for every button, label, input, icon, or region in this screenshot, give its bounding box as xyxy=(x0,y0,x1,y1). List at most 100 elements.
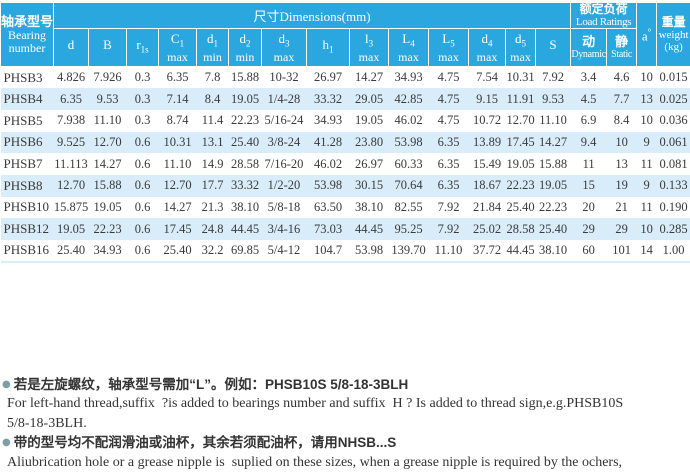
value-cell: 0.3 xyxy=(134,91,151,106)
weight-label-en: weight xyxy=(658,29,689,41)
value-cell: 15.88 xyxy=(538,156,568,171)
value-cell: 0.061 xyxy=(659,134,688,149)
value-cell: 7.7 xyxy=(613,91,630,106)
value-cell: 5/4-12 xyxy=(267,242,301,257)
value-cell: 13.89 xyxy=(472,134,502,149)
value-cell: 26.97 xyxy=(354,156,384,171)
bullet-icon: ● xyxy=(2,437,11,449)
value-cell: 12.70 xyxy=(56,178,86,193)
value-cell: 29.05 xyxy=(354,91,384,106)
value-cell: 15.88 xyxy=(230,70,260,85)
value-cell: 34.93 xyxy=(93,242,122,257)
table-row: PHSB16 25.40 34.93 0.6 25.40 32.2 69.85 5/4-12 1… xyxy=(1,240,690,262)
value-cell: 20 xyxy=(582,199,595,214)
value-cell: 22.23 xyxy=(506,178,535,193)
value-cell: 15.88 xyxy=(93,178,122,193)
value-cell: 34.93 xyxy=(313,113,343,128)
value-cell: 4.826 xyxy=(56,70,86,85)
value-cell: 6.9 xyxy=(580,113,597,128)
value-cell: 25.02 xyxy=(472,221,502,236)
value-cell: 0.6 xyxy=(134,221,151,236)
value-cell: 10.72 xyxy=(472,113,502,128)
bearing-number-label-cn: 轴承型号 xyxy=(1,14,54,29)
value-cell: 3.4 xyxy=(580,70,597,85)
value-cell: 4.75 xyxy=(437,70,460,85)
value-cell: 19.05 xyxy=(354,113,384,128)
value-cell: 0.6 xyxy=(134,199,151,214)
group-header-dimensions: 尺寸Dimensions(mm) xyxy=(52,2,572,29)
value-cell: 7.938 xyxy=(56,113,86,128)
value-cell: 10-32 xyxy=(269,70,299,85)
value-cell: 11 xyxy=(640,199,653,214)
value-cell: 0.6 xyxy=(134,134,151,149)
value-cell: 1/4-28 xyxy=(267,91,301,106)
value-cell: 9 xyxy=(643,178,650,193)
value-cell: 9 xyxy=(643,134,650,149)
bearing-number-label-en1: Bearing xyxy=(8,28,46,42)
value-cell: 1/2-20 xyxy=(267,178,301,193)
value-cell: 0.285 xyxy=(659,221,688,236)
value-cell: 0.3 xyxy=(134,113,151,128)
weight-label-cn: 重量 xyxy=(661,15,686,29)
value-cell: 21.3 xyxy=(201,199,224,214)
value-cell: 30.15 xyxy=(354,178,384,193)
table-row: PHSB12 19.05 22.23 0.6 17.45 24.8 44.45 3/4-16 7… xyxy=(0,218,690,240)
col-header-L5-max: L5 max xyxy=(428,28,469,67)
value-cell: 15.49 xyxy=(472,156,502,171)
bearing-number-cell: PHSB6 xyxy=(3,134,43,150)
value-cell: 14.27 xyxy=(93,156,122,171)
table-row: PHSB10 15.875 19.05 0.6 14.27 21.3 38.10 5/8-18… xyxy=(1,197,690,219)
group-header-load-ratings: 额定负荷 Load Ratings xyxy=(570,2,638,29)
value-cell: 0.3 xyxy=(134,70,151,85)
col-header-d5-max: d5 max xyxy=(505,28,536,67)
value-cell: 19.05 xyxy=(93,199,122,214)
bearing-number-cell: PHSB5 xyxy=(3,112,43,128)
value-cell: 12.70 xyxy=(163,178,192,193)
value-cell: 44.45 xyxy=(354,221,384,236)
value-cell: 42.85 xyxy=(394,91,423,106)
value-cell: 19.05 xyxy=(538,178,568,193)
value-cell: 14.27 xyxy=(538,134,568,149)
value-cell: 63.50 xyxy=(313,199,343,214)
value-cell: 14.9 xyxy=(201,156,224,171)
value-cell: 25.40 xyxy=(230,134,260,149)
value-cell: 7.92 xyxy=(437,221,460,236)
value-cell: 53.98 xyxy=(354,242,384,257)
value-cell: 25.40 xyxy=(506,199,535,214)
value-cell: 19.05 xyxy=(56,221,86,236)
col-header-d3-max: d3 max xyxy=(261,28,307,67)
value-cell: 17.7 xyxy=(201,178,224,193)
value-cell: 139.70 xyxy=(391,242,426,257)
value-cell: 0.081 xyxy=(659,156,688,171)
value-cell: 13 xyxy=(640,91,653,106)
value-cell: 10.31 xyxy=(163,134,192,149)
value-cell: 4.5 xyxy=(580,91,597,106)
value-cell: 60 xyxy=(582,242,595,257)
col-header-C1-max: C1 max xyxy=(158,28,197,67)
col-header-l3-max: l3 max xyxy=(349,28,389,67)
value-cell: 19 xyxy=(615,178,628,193)
value-cell: 8.74 xyxy=(166,113,189,128)
value-cell: 44.45 xyxy=(506,242,535,257)
value-cell: 11.10 xyxy=(163,156,192,171)
value-cell: 14.27 xyxy=(163,199,192,214)
footnotes: ● 若是左旋螺纹，轴承型号需加“L”。例如：PHSB10S 5/8-18-3BLH… xyxy=(0,375,690,475)
value-cell: 10 xyxy=(640,70,653,85)
value-cell: 0.190 xyxy=(659,199,688,214)
value-cell: 9.525 xyxy=(56,134,86,149)
col-header-d2-min: d2 min xyxy=(228,28,262,67)
spec-table: 轴承型号 Bearing number 尺寸Dimensions(mm) 额定负… xyxy=(0,2,690,263)
value-cell: 0.133 xyxy=(659,178,688,193)
value-cell: 25.40 xyxy=(538,221,568,236)
value-cell: 7.92 xyxy=(437,199,460,214)
value-cell: 70.64 xyxy=(394,178,423,193)
spec-table-header: 轴承型号 Bearing number 尺寸Dimensions(mm) 额定负… xyxy=(0,2,690,67)
value-cell: 22.23 xyxy=(230,113,260,128)
col-header-L4-max: L4 max xyxy=(388,28,429,67)
value-cell: 33.32 xyxy=(230,178,260,193)
value-cell: 104.7 xyxy=(313,242,343,257)
value-cell: 19.05 xyxy=(506,156,535,171)
value-cell: 0.015 xyxy=(659,70,688,85)
value-cell: 53.98 xyxy=(313,178,343,193)
value-cell: 12.70 xyxy=(93,134,122,149)
